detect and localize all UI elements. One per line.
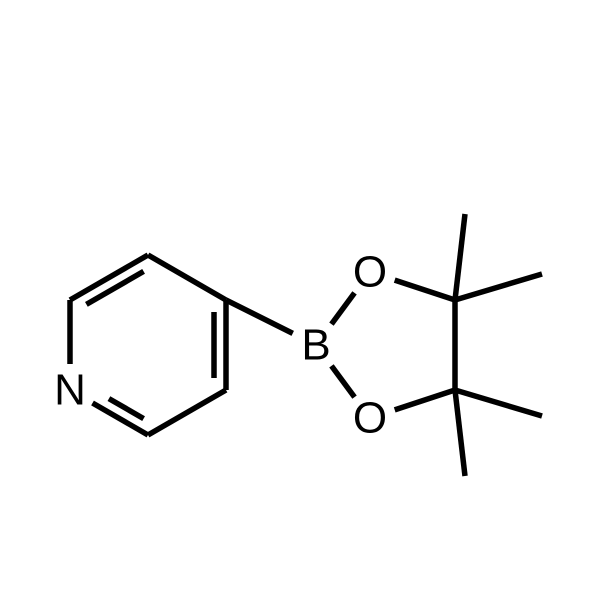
bond: [455, 390, 465, 476]
atom-label-b: B: [301, 321, 330, 370]
bond: [331, 293, 354, 324]
bond: [455, 274, 542, 300]
bond: [395, 280, 455, 300]
bond: [455, 214, 465, 300]
labels-group: N BO O: [54, 248, 387, 443]
bond: [455, 390, 542, 416]
bond: [148, 255, 226, 300]
bond: [226, 300, 293, 333]
bond: [148, 390, 226, 435]
atom-label-o: O: [353, 248, 387, 297]
bond: [331, 366, 354, 397]
molecule-diagram: N BO O: [0, 0, 600, 600]
bond: [395, 390, 455, 410]
atom-label-o: O: [353, 394, 387, 443]
atom-label-n: N: [54, 366, 86, 415]
